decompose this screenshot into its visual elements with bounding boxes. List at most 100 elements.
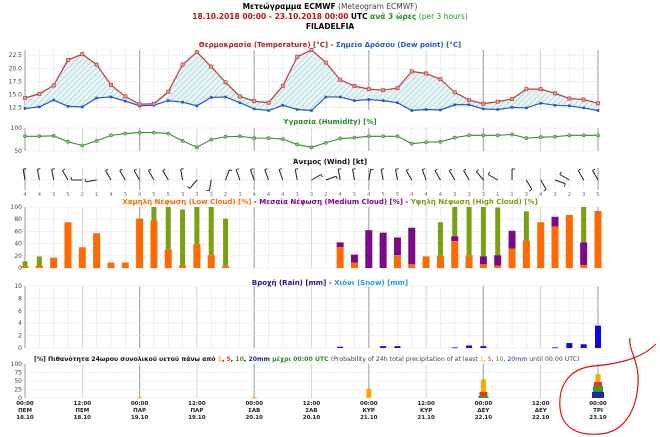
- temperature-point: [510, 97, 515, 101]
- wind-barb-shaft: [235, 169, 241, 181]
- wind-speed-label: 4: [267, 192, 271, 198]
- high-cloud-bar: [151, 207, 157, 221]
- medium-cloud-bar: [451, 236, 459, 242]
- step-greek: ανά 3 ώρες: [370, 12, 417, 21]
- rain-bar: [451, 347, 458, 349]
- wind-title: Άνεμος (Wind) [kt]: [293, 158, 367, 166]
- x-label-date: 18.10: [74, 415, 92, 421]
- wind-speed-label: 3: [310, 192, 314, 198]
- wind-barb: [22, 168, 27, 181]
- x-label-day: ΚΥΡ: [420, 408, 432, 414]
- humidity-point: [66, 139, 70, 144]
- wind-speed-label: 4: [252, 192, 256, 198]
- low-cloud-bar: [393, 255, 401, 268]
- humidity-point: [524, 136, 529, 141]
- wind-speed-label: 4: [439, 192, 443, 198]
- x-label-date: 18.10: [16, 415, 34, 421]
- temperature-point: [352, 84, 357, 88]
- y-tick-label: 2: [18, 333, 22, 340]
- temperature-point: [481, 101, 486, 106]
- y-tick-label: 100: [11, 125, 23, 132]
- wind-barb-shaft: [368, 169, 372, 181]
- dewpoint-point: [453, 103, 457, 107]
- wind-barb-flag: [105, 168, 109, 171]
- wind-barb: [325, 175, 338, 181]
- wind-barb-shaft: [36, 169, 40, 181]
- wind-barb-shaft: [554, 179, 566, 185]
- low-cloud-bar: [193, 244, 201, 268]
- rain-bar: [466, 345, 473, 348]
- wind-barb-shaft: [559, 174, 570, 181]
- temperature-point: [596, 101, 600, 106]
- wind-barb: [84, 178, 97, 183]
- step-english: (per 3 hours): [418, 12, 468, 21]
- wind-barb-flag: [51, 168, 55, 170]
- low-cloud-bar: [78, 247, 86, 268]
- wind-barb-flag: [395, 168, 399, 170]
- period: 18.10.2018 00:00 - 23.10.2018 00:00: [192, 12, 349, 21]
- high-cloud-bar: [495, 207, 501, 256]
- x-label-time: 00:00: [131, 401, 149, 407]
- probability-bar-10mm: [478, 395, 489, 398]
- wind-barb-shaft: [448, 170, 456, 181]
- dewpoint-point: [338, 95, 342, 99]
- temperature-point: [395, 86, 400, 91]
- wind-barb: [206, 179, 212, 192]
- wind-barb: [70, 177, 83, 181]
- wind-barb: [51, 168, 55, 181]
- rain-bar: [394, 346, 401, 348]
- probability-title: [%] Πιθανότητα 24ωρου συνολικού υετού πά…: [34, 355, 579, 363]
- y-tick-label: 22.5: [9, 52, 23, 59]
- dewpoint-point: [109, 95, 113, 99]
- dewpoint-point: [252, 107, 256, 111]
- temperature-point: [381, 88, 386, 93]
- wind-barb-shaft: [463, 170, 470, 181]
- wind-speed-label: 3: [525, 192, 529, 198]
- humidity-title: Υγρασία (Humidity) [%]: [282, 118, 376, 126]
- humidity-point: [209, 137, 214, 142]
- humidity-point: [581, 133, 586, 138]
- y-tick-label: 50: [14, 378, 22, 385]
- probability-bar-1mm: [366, 388, 372, 398]
- medium-cloud-bar: [580, 242, 588, 265]
- utc-label: UTC: [350, 12, 368, 21]
- probability-bar-1mm: [137, 397, 143, 399]
- wind-barb-shaft: [208, 179, 212, 191]
- wind-barb-shaft: [352, 169, 355, 181]
- low-cloud-bar: [580, 264, 588, 268]
- dewpoint-point: [496, 108, 500, 111]
- low-cloud-bar: [465, 255, 473, 268]
- low-cloud-bar: [222, 266, 230, 268]
- humidity-point: [137, 130, 142, 135]
- y-tick-label: 15.0: [9, 91, 23, 98]
- humidity-point: [180, 138, 185, 143]
- wind-barb-shaft: [325, 175, 337, 181]
- wind-barb-shaft: [294, 169, 298, 181]
- high-cloud-bar: [466, 207, 472, 256]
- low-cloud-bar: [150, 220, 158, 268]
- humidity-point: [495, 133, 500, 138]
- humidity-point: [510, 132, 514, 137]
- wind-barb: [577, 168, 585, 181]
- high-cloud-bar: [194, 207, 200, 245]
- humidity-point: [252, 136, 257, 141]
- humidity-point: [237, 134, 242, 139]
- wind-barb: [511, 168, 516, 180]
- high-cloud-bar: [480, 207, 486, 257]
- humidity-point: [280, 137, 285, 141]
- wind-barb-flag: [229, 169, 233, 172]
- wind-barb-shaft: [22, 169, 26, 181]
- dewpoint-point: [553, 104, 557, 107]
- low-cloud-bar: [537, 222, 545, 268]
- humidity-point: [166, 131, 171, 136]
- temperature-point: [338, 77, 343, 82]
- x-label-date: 21.10: [360, 415, 378, 421]
- wind-speed-label: 3: [453, 192, 457, 198]
- temperature-point: [123, 94, 128, 99]
- x-label-day: ΠΑΡ: [190, 408, 203, 414]
- low-cloud-bar: [336, 247, 344, 268]
- y-tick-label: 50: [14, 148, 22, 155]
- wind-barb-flag: [592, 168, 596, 171]
- wind-barb-flag: [370, 168, 374, 171]
- wind-speed-label: 5: [167, 192, 171, 198]
